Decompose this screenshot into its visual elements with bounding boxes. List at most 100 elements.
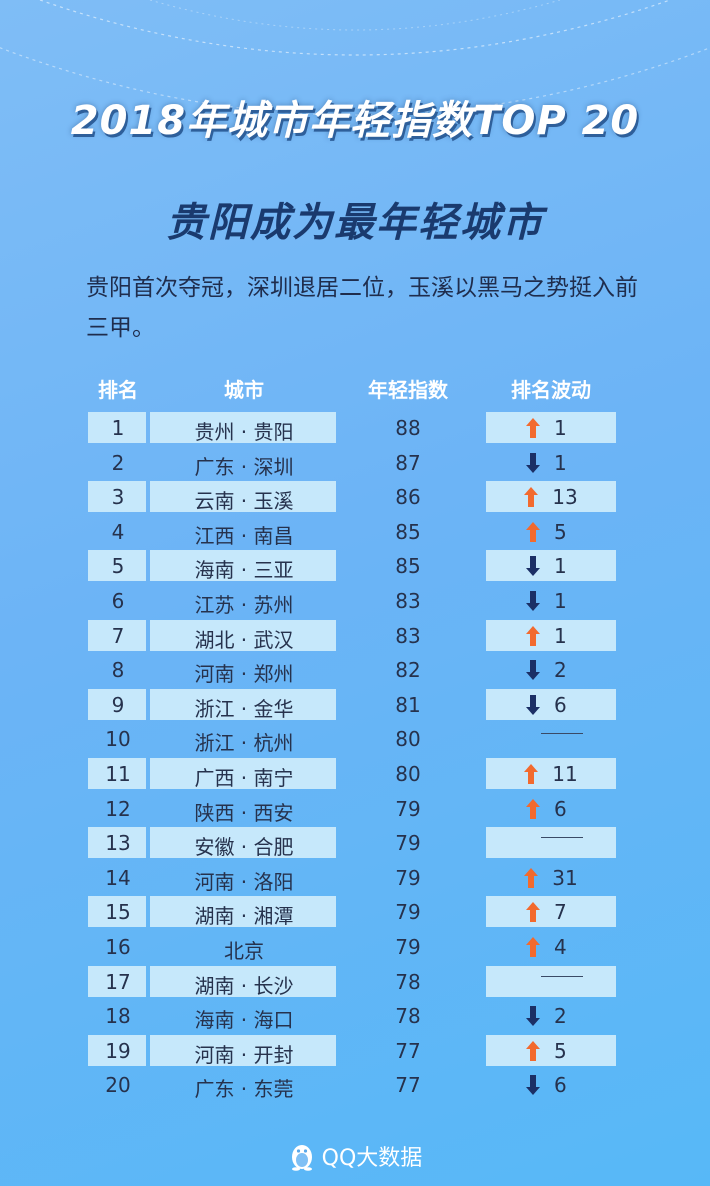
city-cell: 北京 xyxy=(224,938,264,963)
rank-cell: 2 xyxy=(111,450,125,475)
rank-cell: 3 xyxy=(111,485,125,510)
page-title: 2018年城市年轻指数TOP 20 xyxy=(70,98,640,144)
background-arcs xyxy=(0,0,710,116)
header-change: 排名波动 xyxy=(511,378,591,402)
city-cell: 河南 · 洛阳 xyxy=(194,869,294,894)
city-cell: 河南 · 开封 xyxy=(194,1042,294,1067)
index-cell: 77 xyxy=(395,1038,421,1063)
header-index: 年轻指数 xyxy=(368,378,448,402)
table-row: 17 湖南 · 长沙 78 xyxy=(0,964,710,999)
table-row: 3 云南 · 玉溪 86 13 xyxy=(0,479,710,514)
rank-cell: 11 xyxy=(105,761,131,786)
rank-cell: 6 xyxy=(111,588,125,613)
table-row: 10 浙江 · 杭州 80 xyxy=(0,721,710,756)
change-cell: 13 xyxy=(486,485,616,509)
no-change-dash xyxy=(541,733,583,735)
rank-cell: 17 xyxy=(105,969,131,994)
ranking-table: 1 贵州 · 贵阳 88 1 2 广东 · 深圳 87 1 3 云南 · 玉溪 86 13 4 江西 · … xyxy=(0,410,710,1102)
city-cell: 广东 · 东莞 xyxy=(194,1077,294,1102)
arrow-up-icon xyxy=(526,521,540,542)
change-cell: 11 xyxy=(486,762,616,786)
table-row: 19 河南 · 开封 77 5 xyxy=(0,1033,710,1068)
table-row: 16 北京 79 4 xyxy=(0,929,710,964)
city-cell: 云南 · 玉溪 xyxy=(194,489,294,514)
table-row: 1 贵州 · 贵阳 88 1 xyxy=(0,410,710,445)
change-cell xyxy=(486,727,616,735)
arrow-down-icon xyxy=(526,660,540,681)
change-cell: 5 xyxy=(486,1039,616,1063)
table-row: 13 安徽 · 合肥 79 xyxy=(0,825,710,860)
city-cell: 湖南 · 长沙 xyxy=(194,973,294,998)
city-cell: 广西 · 南宁 xyxy=(194,765,294,790)
city-cell: 海南 · 海口 xyxy=(194,1008,294,1033)
city-cell: 河南 · 郑州 xyxy=(194,662,294,687)
index-cell: 86 xyxy=(395,485,421,510)
rank-cell: 8 xyxy=(111,658,125,683)
table-row: 15 湖南 · 湘潭 79 7 xyxy=(0,894,710,929)
logo-text: QQ大数据 xyxy=(321,1146,423,1171)
rank-cell: 5 xyxy=(111,554,125,579)
arrow-up-icon xyxy=(526,798,540,819)
rank-cell: 1 xyxy=(111,416,125,440)
table-row: 11 广西 · 南宁 80 11 xyxy=(0,756,710,791)
arrow-up-icon xyxy=(526,1040,540,1061)
arrow-up-icon xyxy=(526,936,540,957)
arrow-up-icon xyxy=(524,763,539,784)
table-header: 排名 城市 年轻指数 排名波动 xyxy=(0,370,710,404)
change-cell: 5 xyxy=(486,520,616,544)
city-cell: 安徽 · 合肥 xyxy=(194,835,294,860)
rank-cell: 20 xyxy=(105,1073,131,1098)
table-row: 6 江苏 · 苏州 83 1 xyxy=(0,583,710,618)
change-value: 5 xyxy=(554,1038,567,1063)
arrow-up-icon xyxy=(524,867,539,888)
rank-cell: 9 xyxy=(111,692,125,717)
header-rank: 排名 xyxy=(98,378,138,402)
rank-cell: 13 xyxy=(105,831,131,856)
city-cell: 湖北 · 武汉 xyxy=(194,627,294,652)
change-cell: 4 xyxy=(486,935,616,959)
change-value: 31 xyxy=(552,865,578,890)
description-text: 贵阳首次夺冠，深圳退居二位，玉溪以黑马之势挺入前三甲。 xyxy=(86,275,638,341)
rank-cell: 18 xyxy=(105,1004,131,1029)
city-cell: 海南 · 三亚 xyxy=(194,558,294,583)
change-value: 1 xyxy=(554,554,567,579)
table-row: 7 湖北 · 武汉 83 1 xyxy=(0,618,710,653)
change-value: 7 xyxy=(554,900,567,925)
change-value: 1 xyxy=(554,588,567,613)
page-subtitle: 贵阳成为最年轻城市 xyxy=(166,200,544,246)
city-cell: 浙江 · 杭州 xyxy=(194,731,294,756)
index-cell: 83 xyxy=(395,588,421,613)
rank-cell: 19 xyxy=(105,1038,131,1063)
change-cell: 1 xyxy=(486,624,616,648)
rank-cell: 12 xyxy=(105,796,131,821)
index-cell: 87 xyxy=(395,450,421,475)
change-cell: 2 xyxy=(486,658,616,682)
table-row: 2 广东 · 深圳 87 1 xyxy=(0,445,710,480)
index-cell: 77 xyxy=(395,1073,421,1098)
change-cell: 6 xyxy=(486,797,616,821)
table-row: 5 海南 · 三亚 85 1 xyxy=(0,548,710,583)
change-cell: 2 xyxy=(486,1004,616,1028)
no-change-dash xyxy=(541,837,583,839)
change-cell xyxy=(486,831,616,839)
rank-cell: 15 xyxy=(105,900,131,925)
arrow-up-icon xyxy=(526,418,540,438)
index-cell: 78 xyxy=(395,969,421,994)
change-cell: 1 xyxy=(486,554,616,578)
change-cell: 6 xyxy=(486,1073,616,1097)
arrow-up-icon xyxy=(526,625,540,646)
rank-cell: 7 xyxy=(111,623,125,648)
table-row: 20 广东 · 东莞 77 6 xyxy=(0,1067,710,1102)
index-cell: 79 xyxy=(395,831,421,856)
change-value: 2 xyxy=(554,1004,567,1029)
index-cell: 82 xyxy=(395,658,421,683)
table-row: 8 河南 · 郑州 82 2 xyxy=(0,652,710,687)
rank-cell: 16 xyxy=(105,934,131,959)
table-row: 9 浙江 · 金华 81 6 xyxy=(0,687,710,722)
change-cell: 6 xyxy=(486,693,616,717)
index-cell: 79 xyxy=(395,900,421,925)
table-row: 18 海南 · 海口 78 2 xyxy=(0,998,710,1033)
change-value: 2 xyxy=(554,658,567,683)
table-row: 4 江西 · 南昌 85 5 xyxy=(0,514,710,549)
change-cell xyxy=(486,970,616,977)
